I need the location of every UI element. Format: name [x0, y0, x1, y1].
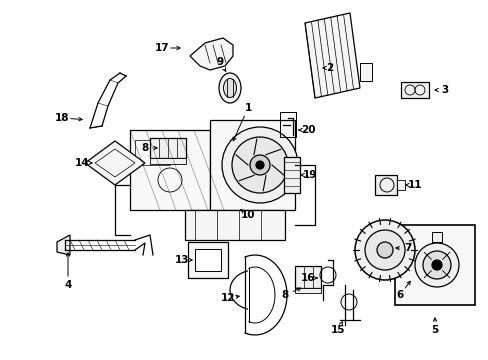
Bar	[396, 180, 404, 190]
Text: 10: 10	[240, 210, 255, 220]
Circle shape	[364, 230, 404, 270]
Text: 20: 20	[300, 125, 315, 135]
Bar	[150, 138, 185, 158]
Text: 5: 5	[430, 325, 438, 335]
Text: 16: 16	[300, 273, 315, 283]
Bar	[135, 140, 170, 165]
Text: 19: 19	[302, 170, 317, 180]
Circle shape	[376, 242, 392, 258]
Bar	[294, 288, 320, 293]
Text: 17: 17	[154, 43, 169, 53]
Text: 1: 1	[244, 103, 251, 113]
Text: 2: 2	[325, 63, 333, 73]
Polygon shape	[305, 13, 359, 98]
Bar	[150, 158, 185, 164]
Text: 11: 11	[407, 180, 421, 190]
Text: 14: 14	[75, 158, 89, 168]
Polygon shape	[190, 38, 232, 70]
Ellipse shape	[219, 73, 241, 103]
Ellipse shape	[223, 78, 236, 98]
Bar	[359, 63, 371, 81]
Bar	[400, 82, 428, 98]
Polygon shape	[85, 141, 145, 185]
Bar	[195, 249, 221, 271]
Circle shape	[231, 137, 287, 193]
Circle shape	[414, 243, 458, 287]
Text: 7: 7	[404, 243, 411, 253]
Bar	[284, 157, 299, 193]
Bar	[184, 210, 285, 240]
Text: 3: 3	[441, 85, 447, 95]
Text: 15: 15	[330, 325, 345, 335]
Bar	[130, 130, 209, 210]
Bar	[294, 266, 320, 288]
Bar	[374, 175, 396, 195]
Bar	[394, 225, 474, 305]
Text: 4: 4	[64, 280, 72, 290]
Polygon shape	[57, 235, 70, 255]
Text: 18: 18	[55, 113, 69, 123]
Text: 8: 8	[141, 143, 148, 153]
Text: 6: 6	[396, 290, 403, 300]
Bar	[280, 112, 295, 137]
Circle shape	[249, 155, 269, 175]
Circle shape	[354, 220, 414, 280]
Circle shape	[431, 260, 441, 270]
Text: 13: 13	[174, 255, 189, 265]
Circle shape	[256, 161, 264, 169]
Text: 9: 9	[216, 57, 223, 67]
Circle shape	[222, 127, 297, 203]
Circle shape	[422, 251, 450, 279]
Bar	[431, 232, 441, 242]
Text: 8: 8	[281, 290, 288, 300]
Bar	[187, 242, 227, 278]
Text: 12: 12	[220, 293, 235, 303]
Bar	[209, 120, 294, 210]
